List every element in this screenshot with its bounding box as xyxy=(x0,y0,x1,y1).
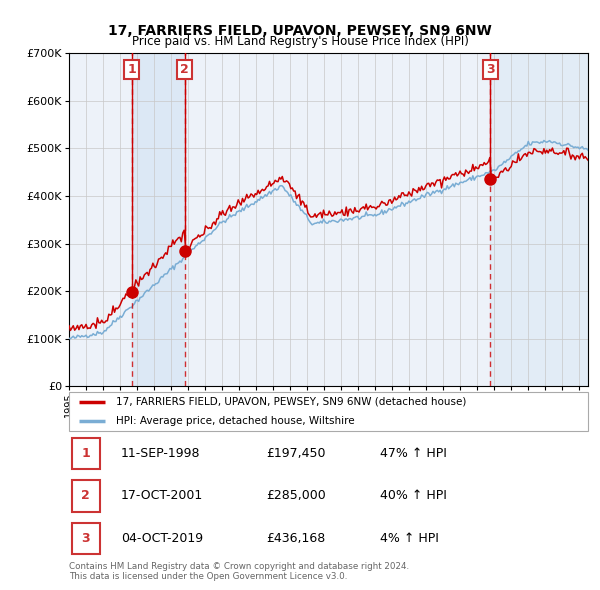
FancyBboxPatch shape xyxy=(69,392,588,431)
Text: 3: 3 xyxy=(81,532,90,545)
Text: 4% ↑ HPI: 4% ↑ HPI xyxy=(380,532,439,545)
Bar xyxy=(132,53,185,386)
Text: Contains HM Land Registry data © Crown copyright and database right 2024.: Contains HM Land Registry data © Crown c… xyxy=(69,562,409,571)
Text: 17-OCT-2001: 17-OCT-2001 xyxy=(121,489,203,503)
Text: £285,000: £285,000 xyxy=(266,489,326,503)
Text: 11-SEP-1998: 11-SEP-1998 xyxy=(121,447,200,460)
Text: 2: 2 xyxy=(180,63,189,76)
Text: 17, FARRIERS FIELD, UPAVON, PEWSEY, SN9 6NW: 17, FARRIERS FIELD, UPAVON, PEWSEY, SN9 … xyxy=(108,24,492,38)
Text: 3: 3 xyxy=(486,63,494,76)
Text: £436,168: £436,168 xyxy=(266,532,325,545)
Text: Price paid vs. HM Land Registry's House Price Index (HPI): Price paid vs. HM Land Registry's House … xyxy=(131,35,469,48)
Text: £197,450: £197,450 xyxy=(266,447,326,460)
Text: 1: 1 xyxy=(81,447,90,460)
Text: 1: 1 xyxy=(127,63,136,76)
Text: This data is licensed under the Open Government Licence v3.0.: This data is licensed under the Open Gov… xyxy=(69,572,347,581)
Text: 2: 2 xyxy=(81,489,90,503)
FancyBboxPatch shape xyxy=(71,480,100,512)
Bar xyxy=(490,53,588,386)
Text: HPI: Average price, detached house, Wiltshire: HPI: Average price, detached house, Wilt… xyxy=(116,416,355,426)
Text: 40% ↑ HPI: 40% ↑ HPI xyxy=(380,489,447,503)
FancyBboxPatch shape xyxy=(71,523,100,554)
Text: 47% ↑ HPI: 47% ↑ HPI xyxy=(380,447,447,460)
FancyBboxPatch shape xyxy=(71,438,100,469)
Text: 04-OCT-2019: 04-OCT-2019 xyxy=(121,532,203,545)
Text: 17, FARRIERS FIELD, UPAVON, PEWSEY, SN9 6NW (detached house): 17, FARRIERS FIELD, UPAVON, PEWSEY, SN9 … xyxy=(116,397,466,407)
